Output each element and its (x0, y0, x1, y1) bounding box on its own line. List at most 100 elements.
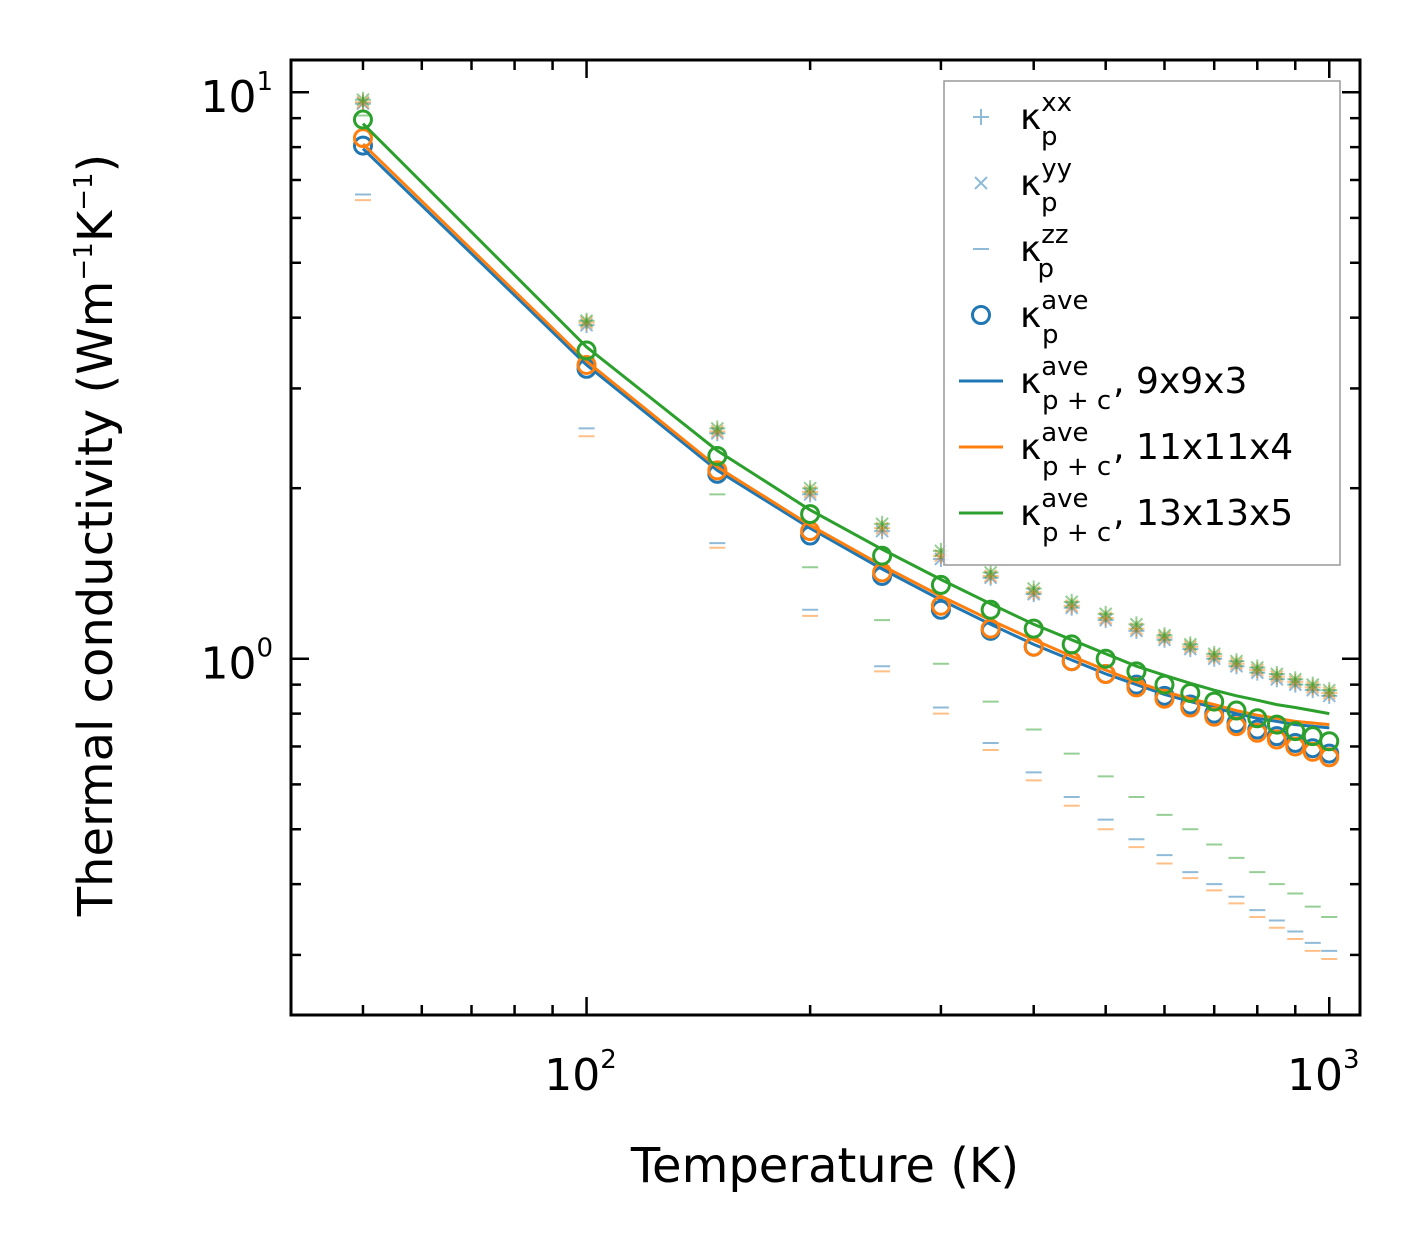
legend-label: κave p (1020, 286, 1089, 350)
kyy-point (1270, 667, 1284, 681)
kyy-point (1207, 647, 1221, 661)
plot-frame (289, 58, 1362, 1017)
legend-label: κyy p (1020, 154, 1072, 218)
kave-pc-line (361, 122, 1330, 716)
kave-point (1266, 714, 1287, 735)
kave-point (1285, 721, 1306, 742)
kave-point (980, 618, 1001, 639)
legend-label-base: κ (1020, 163, 1041, 204)
legend-label-sub: p + c (1042, 452, 1111, 482)
legend-label-sup: zz (1041, 220, 1068, 250)
x-tick-label-base: 10 (544, 1050, 600, 1101)
kave-point (872, 545, 893, 566)
kyy-point (1064, 595, 1079, 609)
kave-point (1204, 691, 1225, 712)
legend-label-sub: p + c (1042, 386, 1111, 416)
kyy-point (1250, 660, 1264, 675)
kave-point (1204, 706, 1225, 727)
y-tick-label: 100 (200, 634, 273, 690)
legend-label-sup: xx (1041, 88, 1072, 118)
x-tick-label-exp: 2 (600, 1045, 617, 1075)
legend-label-sub: p (1038, 254, 1055, 284)
kyy-point (1229, 654, 1244, 668)
legend-label-suffix: , 11x11x4 (1113, 427, 1293, 468)
y-axis-label-sup1: −1 (69, 242, 99, 280)
y-tick-label-exp: 1 (256, 67, 273, 97)
kave-point (576, 354, 597, 375)
kave-point (1154, 688, 1175, 709)
kave-point (980, 599, 1001, 620)
kave-point (576, 340, 597, 361)
kyy-point (1027, 581, 1041, 596)
kave-point (1095, 663, 1116, 684)
kyy-point (1306, 677, 1320, 692)
legend-label-base: κ (1020, 295, 1041, 336)
legend-label-sub: p + c (1042, 518, 1111, 548)
kyy-point (983, 565, 998, 580)
kave-point (800, 504, 821, 525)
legend-label: κzz p (1020, 220, 1069, 284)
y-axis-label: Thermal conductivity (Wm−1K−1) (68, 154, 124, 918)
series-13x13x5 (352, 91, 1340, 918)
kave-point (352, 135, 373, 156)
legend-label-sub: p (1041, 122, 1058, 152)
kave-point (1095, 648, 1116, 669)
kave-point (707, 460, 728, 481)
kave-point (1226, 700, 1247, 721)
x-axis-label: Temperature (K) (630, 1138, 1019, 1194)
y-axis-label-end: ) (68, 154, 124, 173)
x-tick-label-exp: 3 (1343, 1045, 1360, 1075)
kave-point (1061, 634, 1082, 655)
kyy-point (1157, 628, 1172, 642)
kave-point (1180, 682, 1201, 703)
y-tick-label-base: 10 (200, 639, 256, 690)
legend-label-base: κ (1020, 493, 1041, 534)
legend-label: κave p + c, 13x13x5 (1020, 484, 1293, 548)
legend-label-base: κ (1020, 229, 1041, 270)
legend-label-sup: ave (1041, 418, 1088, 448)
legend-marker-cross (974, 176, 988, 190)
legend-label-base: κ (1020, 97, 1041, 138)
legend-label-sup: ave (1041, 286, 1088, 316)
kave-point (707, 445, 728, 466)
kave-point (1023, 618, 1044, 639)
legend-label-sup: ave (1041, 484, 1088, 514)
kyy-point (710, 421, 725, 436)
legend-label-sup: ave (1041, 352, 1088, 382)
kave-point (1180, 697, 1201, 718)
y-tick-label: 101 (200, 67, 273, 123)
y-tick-label-base: 10 (200, 72, 256, 123)
kave-point (352, 128, 373, 149)
kyy-point (356, 93, 370, 107)
legend-marker-circle (971, 305, 991, 325)
y-axis-label-mid: K (68, 209, 124, 242)
x-tick-label: 103 (1287, 1045, 1360, 1101)
kave-point (930, 595, 951, 616)
x-tick-label-base: 10 (1287, 1050, 1343, 1101)
legend-label-suffix: , 13x13x5 (1113, 493, 1293, 534)
kave-point (1285, 736, 1306, 757)
kave-point (352, 109, 373, 130)
legend-label: κave p + c, 9x9x3 (1020, 352, 1247, 416)
kave-pc-line (361, 147, 1330, 730)
legend-label-sub: p (1041, 188, 1058, 218)
kyy-point (875, 517, 889, 531)
legend-label-base: κ (1020, 427, 1041, 468)
kyy-point (1322, 683, 1336, 697)
kave-point (1319, 731, 1340, 752)
x-tick-label: 102 (544, 1045, 617, 1101)
kave-point (1247, 722, 1268, 743)
legend-box (943, 80, 1341, 566)
kave-point (930, 574, 951, 595)
kyy-point (1288, 672, 1302, 686)
kyy-point (803, 481, 817, 495)
legend-label-base: κ (1020, 361, 1041, 402)
kyy-point (579, 314, 594, 328)
kave-point (1266, 729, 1287, 750)
legend-label-sup: yy (1041, 154, 1072, 184)
legend-marker-plus (973, 109, 989, 125)
legend-label: κave p + c, 11x11x4 (1020, 418, 1293, 482)
